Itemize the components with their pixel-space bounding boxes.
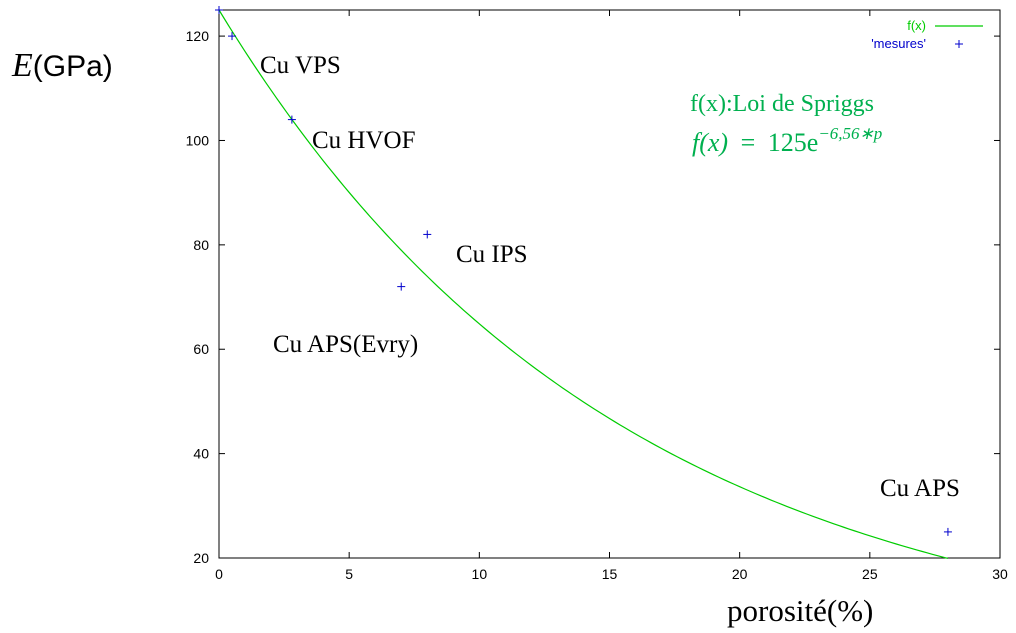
legend-label-mesures: 'mesures' bbox=[871, 36, 926, 51]
data-point bbox=[397, 282, 406, 291]
legend: f(x) 'mesures' bbox=[871, 18, 983, 51]
data-point bbox=[287, 115, 296, 124]
x-axis-title: porosité(%) bbox=[727, 593, 873, 628]
annotation-cu-hvof: Cu HVOF bbox=[312, 127, 416, 154]
y-axis-ticks: 20 40 60 80 100 120 bbox=[186, 28, 1000, 566]
x-tick-label: 10 bbox=[472, 566, 488, 582]
annotation-cu-aps-evry: Cu APS(Evry) bbox=[273, 331, 418, 358]
x-tick-label: 0 bbox=[215, 566, 223, 582]
x-tick-label: 30 bbox=[992, 566, 1008, 582]
model-formula-equals: = bbox=[741, 128, 756, 157]
y-tick-label: 60 bbox=[193, 341, 209, 357]
x-axis-ticks: 0 5 10 15 20 25 30 bbox=[215, 10, 1008, 582]
x-tick-label: 5 bbox=[345, 566, 353, 582]
annotation-cu-aps: Cu APS bbox=[880, 475, 960, 502]
data-point bbox=[943, 527, 952, 536]
series-line-fx bbox=[218, 9, 949, 560]
legend-label-fx: f(x) bbox=[907, 18, 926, 33]
x-tick-label: 15 bbox=[602, 566, 618, 582]
data-point bbox=[423, 230, 432, 239]
data-point bbox=[228, 32, 237, 41]
x-tick-label: 25 bbox=[862, 566, 878, 582]
y-tick-label: 80 bbox=[193, 237, 209, 253]
y-tick-label: 40 bbox=[193, 446, 209, 462]
y-axis-title: E(GPa) bbox=[11, 47, 113, 84]
annotation-cu-vps: Cu VPS bbox=[260, 52, 341, 79]
model-formula-lhs: f(x) bbox=[692, 128, 728, 157]
annotation-cu-ips: Cu IPS bbox=[456, 241, 528, 268]
data-point bbox=[215, 6, 223, 14]
model-formula-exponent: −6,56∗p bbox=[818, 124, 882, 143]
model-formula: f(x) = 125e−6,56∗p bbox=[692, 124, 882, 157]
y-tick-label: 20 bbox=[193, 550, 209, 566]
series-points-mesures bbox=[215, 6, 952, 536]
y-axis-title-symbol: E bbox=[11, 47, 33, 84]
x-tick-label: 20 bbox=[732, 566, 748, 582]
model-title: f(x):Loi de Spriggs bbox=[690, 91, 874, 117]
legend-marker-mesures bbox=[955, 40, 963, 48]
model-formula-base: 125e bbox=[768, 128, 819, 157]
y-axis-title-unit: (GPa) bbox=[33, 50, 113, 83]
y-tick-label: 100 bbox=[186, 132, 210, 148]
y-tick-label: 120 bbox=[186, 28, 210, 44]
